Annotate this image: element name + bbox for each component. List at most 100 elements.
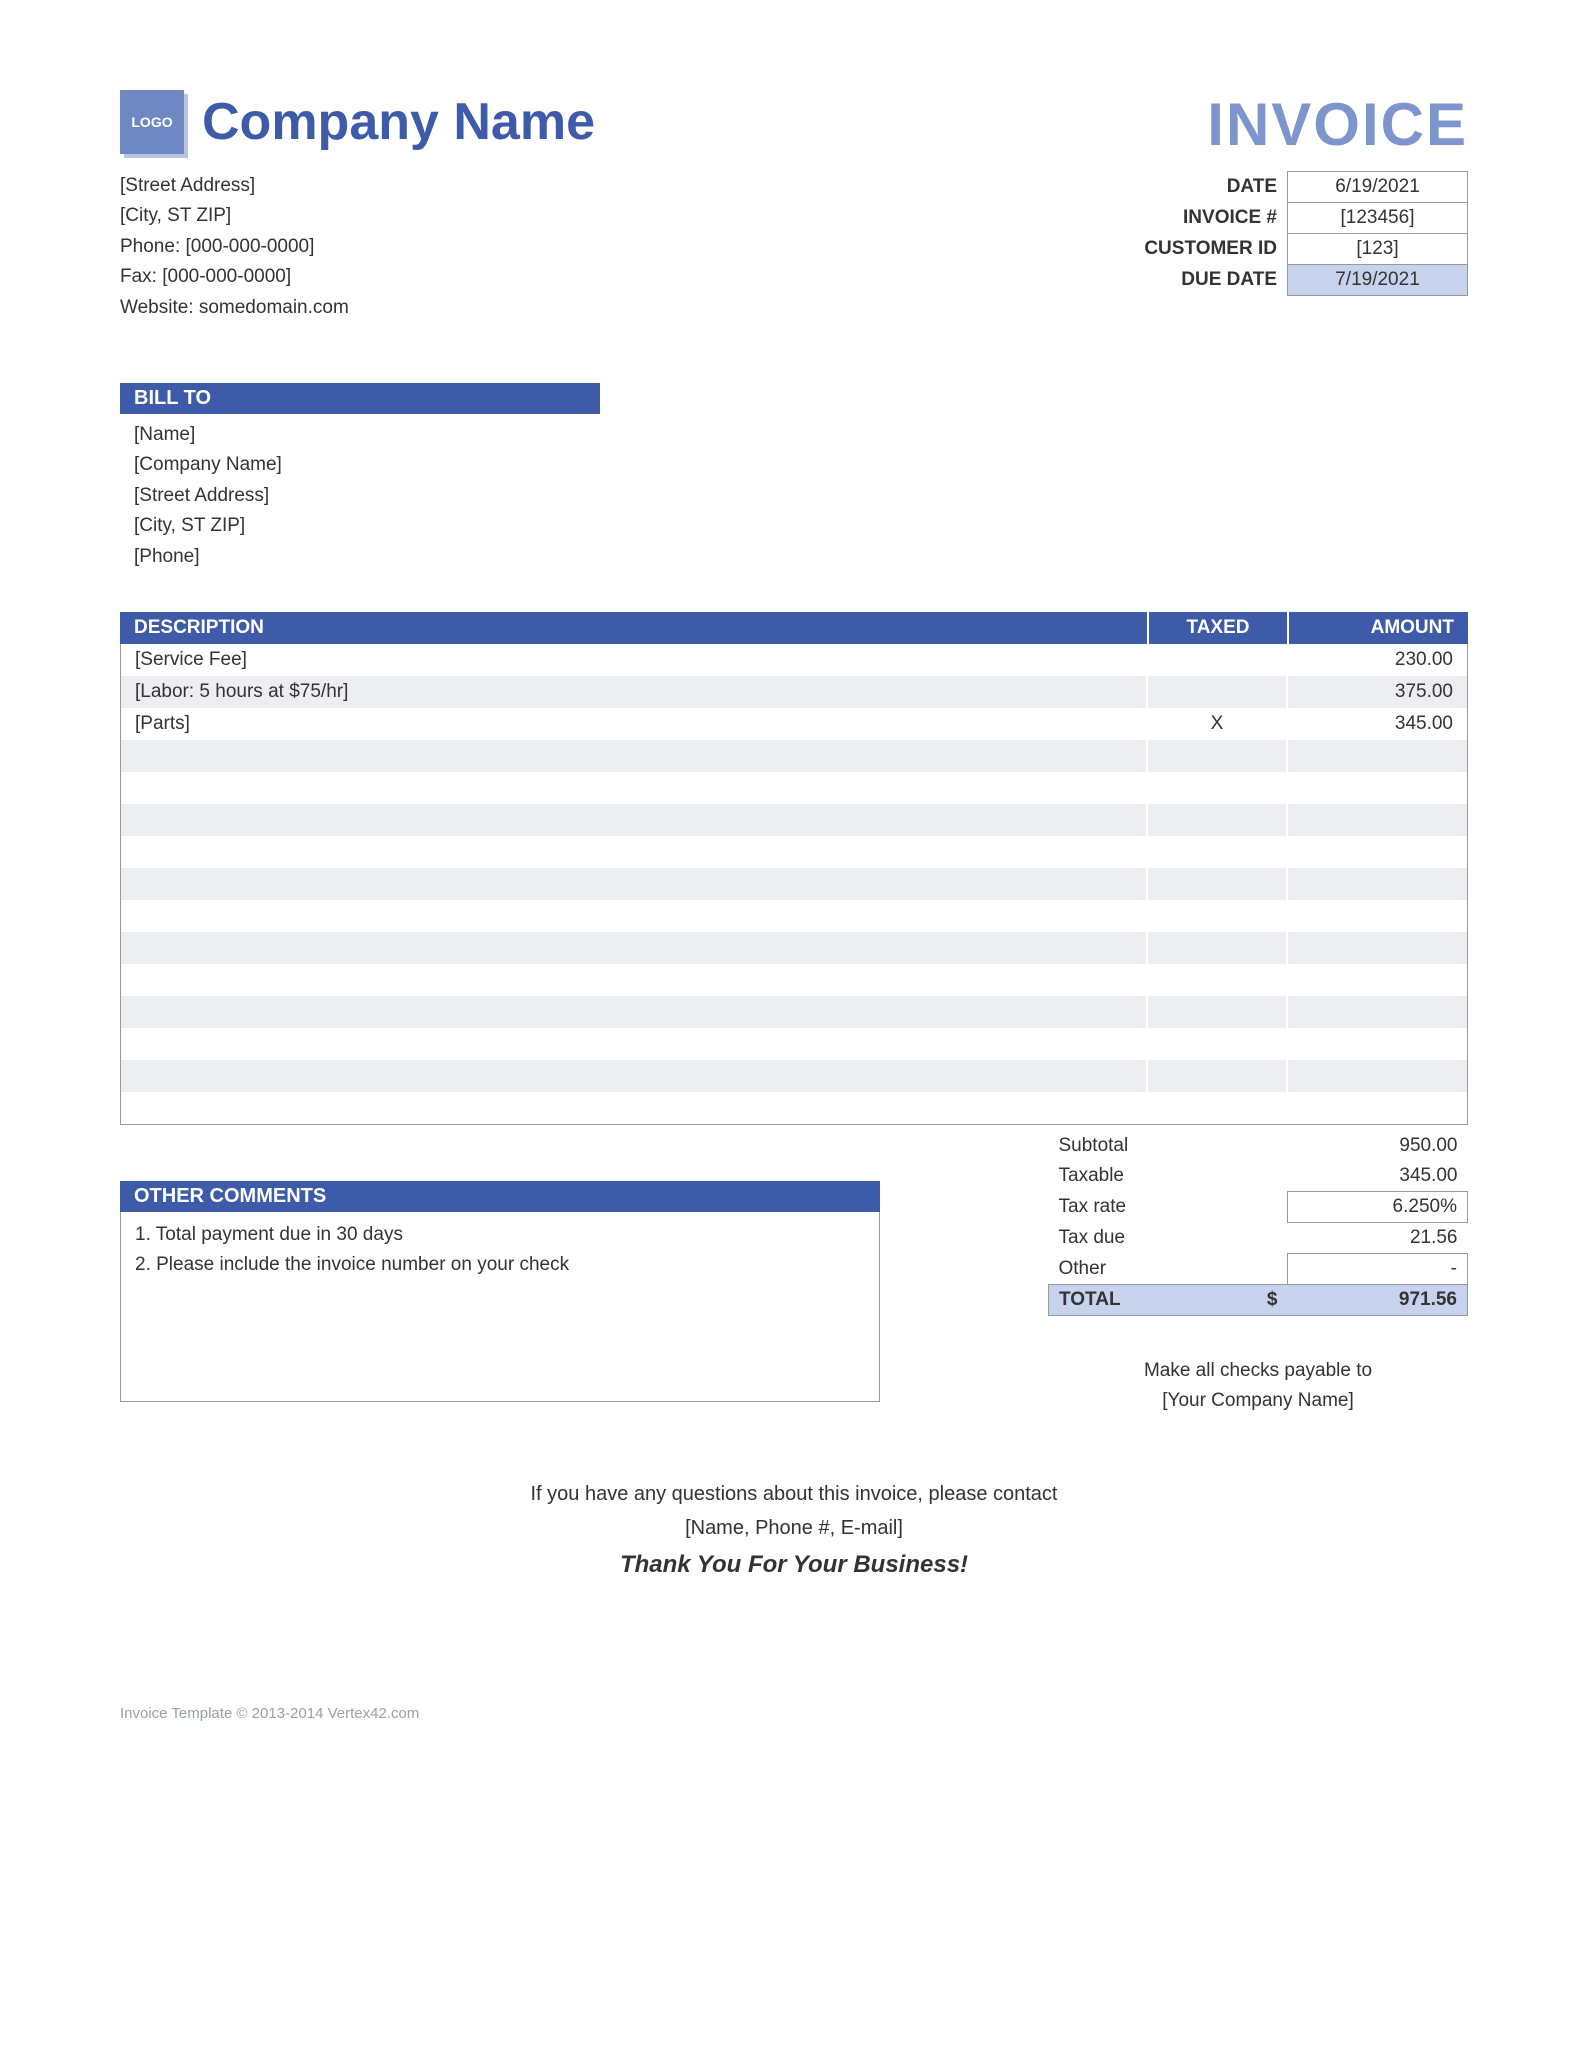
bill-to-company: [Company Name] xyxy=(134,450,600,480)
total-val-taxrate: 6.250% xyxy=(1288,1191,1468,1222)
cell-amount xyxy=(1287,932,1467,964)
total-currency: $ xyxy=(1257,1284,1288,1315)
cell-taxed xyxy=(1147,996,1287,1028)
footer-line-1: If you have any questions about this inv… xyxy=(120,1477,1468,1511)
table-row xyxy=(121,900,1467,932)
total-val-taxable: 345.00 xyxy=(1288,1161,1468,1192)
meta-val-date: 6/19/2021 xyxy=(1288,172,1468,203)
cell-taxed xyxy=(1147,1092,1287,1124)
col-header-taxed: TAXED xyxy=(1148,612,1288,644)
cell-amount: 375.00 xyxy=(1287,676,1467,708)
table-row xyxy=(121,932,1467,964)
bill-to-name: [Name] xyxy=(134,420,600,450)
cell-taxed xyxy=(1147,772,1287,804)
cell-taxed xyxy=(1147,900,1287,932)
total-label-total: TOTAL xyxy=(1049,1284,1257,1315)
total-val-other: - xyxy=(1288,1253,1468,1284)
footer-thanks: Thank You For Your Business! xyxy=(120,1545,1468,1586)
bill-to-section: BILL TO [Name] [Company Name] [Street Ad… xyxy=(120,383,600,572)
bill-to-street: [Street Address] xyxy=(134,481,600,511)
footer-message: If you have any questions about this inv… xyxy=(120,1477,1468,1586)
totals-row-taxdue: Tax due 21.56 xyxy=(1049,1222,1468,1253)
cell-taxed xyxy=(1147,1028,1287,1060)
total-val-taxdue: 21.56 xyxy=(1288,1222,1468,1253)
total-label-subtotal: Subtotal xyxy=(1049,1131,1288,1161)
totals-section: Subtotal 950.00 Taxable 345.00 Tax rate … xyxy=(1048,1131,1468,1417)
cell-description xyxy=(121,836,1147,868)
cell-description xyxy=(121,996,1147,1028)
cell-amount xyxy=(1287,996,1467,1028)
cell-taxed xyxy=(1147,644,1287,676)
cell-taxed xyxy=(1147,804,1287,836)
cell-description xyxy=(121,900,1147,932)
table-row xyxy=(121,836,1467,868)
company-website: Website: somedomain.com xyxy=(120,293,349,323)
cell-description xyxy=(121,1092,1147,1124)
cell-description xyxy=(121,772,1147,804)
company-info: [Street Address] [City, ST ZIP] Phone: [… xyxy=(120,171,349,323)
company-block: LOGO Company Name xyxy=(120,90,595,154)
cell-amount xyxy=(1287,772,1467,804)
cell-amount xyxy=(1287,868,1467,900)
footer-line-2: [Name, Phone #, E-mail] xyxy=(120,1511,1468,1545)
payable-block: Make all checks payable to [Your Company… xyxy=(1048,1356,1468,1417)
cell-amount: 230.00 xyxy=(1287,644,1467,676)
cell-amount xyxy=(1287,804,1467,836)
cell-description xyxy=(121,1060,1147,1092)
totals-row-subtotal: Subtotal 950.00 xyxy=(1049,1131,1468,1161)
cell-amount xyxy=(1287,740,1467,772)
comments-body: 1. Total payment due in 30 days 2. Pleas… xyxy=(120,1212,880,1402)
comments-header: OTHER COMMENTS xyxy=(120,1181,880,1212)
total-label-taxable: Taxable xyxy=(1049,1161,1288,1192)
cell-description xyxy=(121,804,1147,836)
table-row xyxy=(121,1060,1467,1092)
header-row: LOGO Company Name INVOICE xyxy=(120,90,1468,159)
totals-row-other: Other - xyxy=(1049,1253,1468,1284)
cell-taxed xyxy=(1147,740,1287,772)
items-table: DESCRIPTION TAXED AMOUNT xyxy=(120,612,1468,644)
items-header-row: DESCRIPTION TAXED AMOUNT xyxy=(120,612,1468,644)
cell-amount xyxy=(1287,964,1467,996)
table-row xyxy=(121,740,1467,772)
meta-row-invoice-no: INVOICE # [123456] xyxy=(1098,203,1468,234)
payable-line-1: Make all checks payable to xyxy=(1048,1356,1468,1386)
total-val-total: 971.56 xyxy=(1288,1284,1468,1315)
logo-icon: LOGO xyxy=(120,90,184,154)
table-row xyxy=(121,1028,1467,1060)
meta-row-due-date: DUE DATE 7/19/2021 xyxy=(1098,265,1468,296)
cell-description: [Parts] xyxy=(121,708,1147,740)
meta-row-date: DATE 6/19/2021 xyxy=(1098,172,1468,203)
cell-taxed xyxy=(1147,1060,1287,1092)
table-row: [Service Fee] 230.00 xyxy=(121,644,1467,676)
cell-amount xyxy=(1287,900,1467,932)
cell-amount xyxy=(1287,1028,1467,1060)
total-val-subtotal: 950.00 xyxy=(1288,1131,1468,1161)
total-label-taxrate: Tax rate xyxy=(1049,1191,1288,1222)
cell-amount xyxy=(1287,1060,1467,1092)
comment-line-1: 1. Total payment due in 30 days xyxy=(135,1220,865,1250)
bill-to-body: [Name] [Company Name] [Street Address] [… xyxy=(120,414,600,572)
invoice-title: INVOICE xyxy=(1207,90,1468,159)
table-row xyxy=(121,1092,1467,1124)
items-body-table: [Service Fee] 230.00[Labor: 5 hours at $7… xyxy=(121,644,1467,1124)
company-city: [City, ST ZIP] xyxy=(120,201,349,231)
col-header-description: DESCRIPTION xyxy=(120,612,1148,644)
table-row xyxy=(121,996,1467,1028)
totals-row-taxable: Taxable 345.00 xyxy=(1049,1161,1468,1192)
totals-row-taxrate: Tax rate 6.250% xyxy=(1049,1191,1468,1222)
meta-val-customer-id: [123] xyxy=(1288,234,1468,265)
meta-label-due-date: DUE DATE xyxy=(1098,265,1288,296)
cell-taxed xyxy=(1147,932,1287,964)
cell-description xyxy=(121,740,1147,772)
cell-taxed: X xyxy=(1147,708,1287,740)
cell-taxed xyxy=(1147,964,1287,996)
table-row: [Labor: 5 hours at $75/hr]375.00 xyxy=(121,676,1467,708)
company-phone: Phone: [000-000-0000] xyxy=(120,232,349,262)
company-fax: Fax: [000-000-0000] xyxy=(120,262,349,292)
col-header-amount: AMOUNT xyxy=(1288,612,1468,644)
company-name: Company Name xyxy=(202,92,595,152)
table-row: [Parts]X345.00 xyxy=(121,708,1467,740)
payable-line-2: [Your Company Name] xyxy=(1048,1386,1468,1416)
cell-description xyxy=(121,964,1147,996)
cell-description: [Service Fee] xyxy=(121,644,1147,676)
